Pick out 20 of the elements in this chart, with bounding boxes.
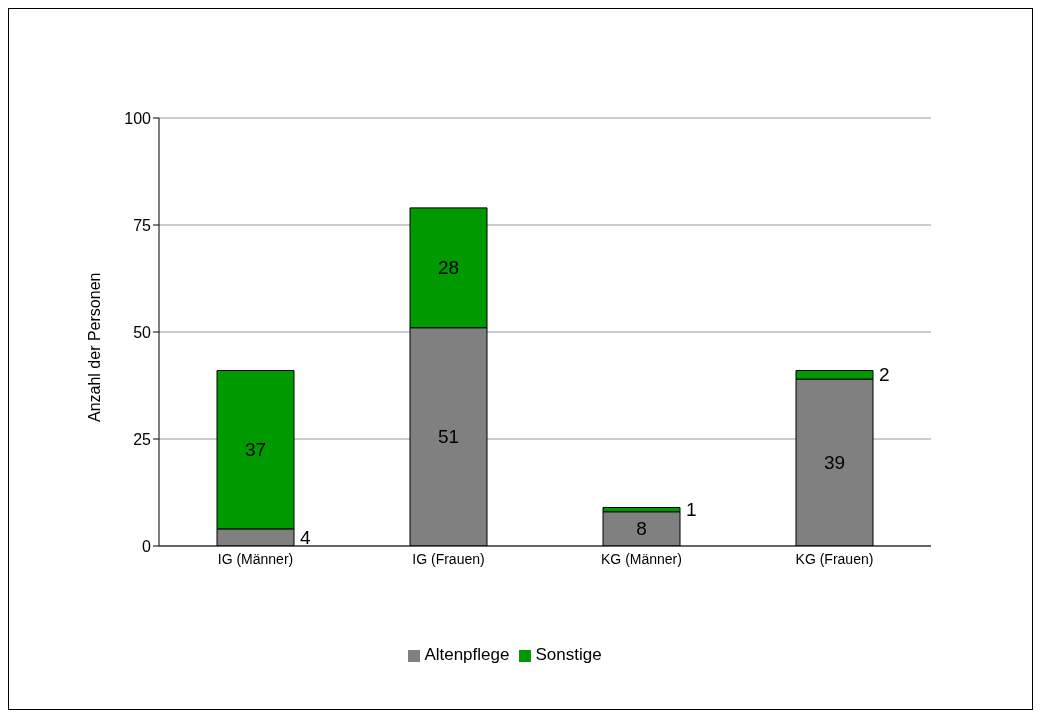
x-tick-label: KG (Frauen) [795,550,874,567]
x-tick-label: KG (Männer) [601,550,682,567]
legend-label: Sonstige [535,645,602,664]
data-label: 8 [636,518,647,540]
data-label: 4 [300,526,311,548]
data-label: 1 [686,499,697,521]
data-label: 37 [244,439,267,461]
legend-label: Altenpflege [424,645,510,664]
y-tick-label: 75 [133,216,152,234]
y-tick-label: 100 [124,109,152,127]
x-tick-label: IG (Männer) [217,550,294,567]
data-label: 28 [437,257,460,279]
x-tick-label: IG (Frauen) [412,550,485,567]
data-label: 39 [823,452,846,474]
y-axis-title: Anzahl der Personen [85,272,103,422]
y-tick-label: 25 [133,430,152,448]
data-label: 51 [437,426,460,448]
data-label: 2 [879,364,890,386]
y-tick-label: 0 [142,537,152,555]
y-tick-label: 50 [133,323,152,341]
